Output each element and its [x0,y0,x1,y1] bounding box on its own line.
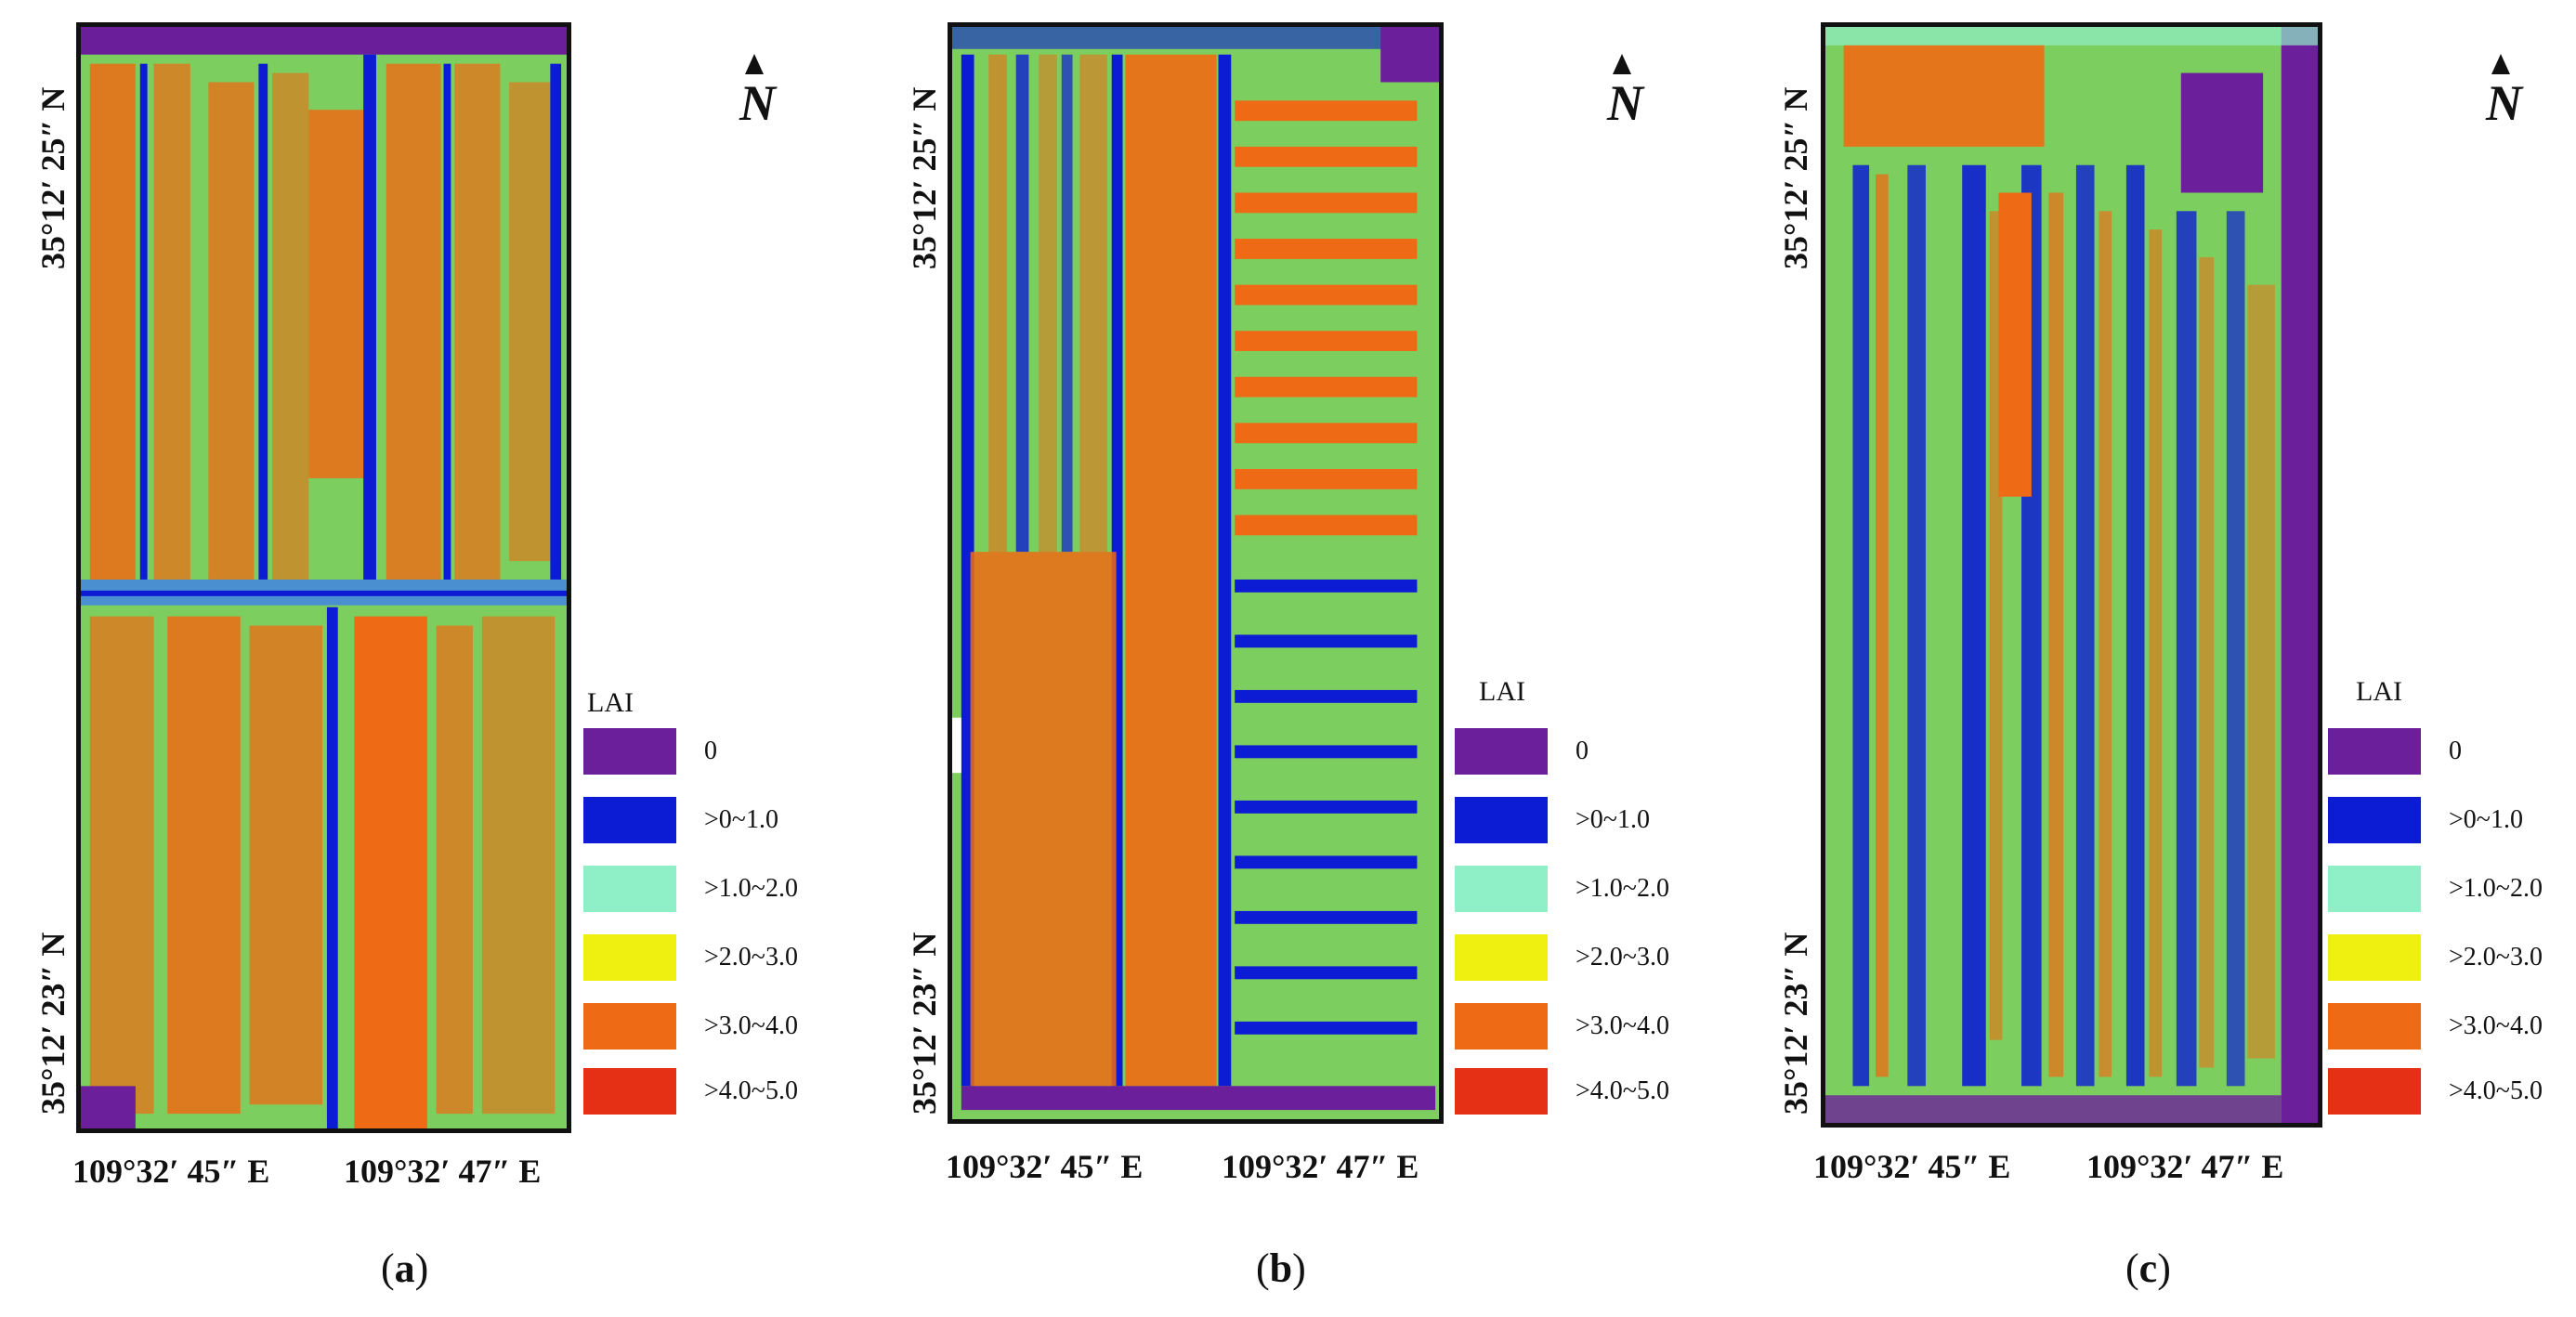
legend-swatch [583,934,676,981]
legend-label: >2.0~3.0 [704,943,798,971]
legend-swatch [1455,866,1548,912]
longitude-label-right: 109°32′ 47″ E [344,1153,542,1190]
legend-swatch [2328,728,2421,775]
latitude-label-top: 35°12′ 25″ N [34,86,72,269]
legend-item-2: >1.0~2.0 [2328,866,2543,912]
north-label: N [739,75,776,131]
legend-swatch [2328,797,2421,843]
latitude-label-bottom: 35°12′ 23″ N [906,932,943,1115]
legend-swatch [583,1068,676,1115]
latitude-label-top: 35°12′ 25″ N [1777,86,1814,269]
longitude-label-left: 109°32′ 45″ E [946,1148,1144,1185]
legend-label: >3.0~4.0 [1576,1011,1669,1040]
latitude-label-top: 35°12′ 25″ N [906,86,943,269]
legend-item-4: >3.0~4.0 [583,1003,798,1050]
north-label: N [2486,75,2522,131]
legend-swatch [1455,728,1548,775]
lai-map-c [1821,22,2322,1128]
north-label: N [1607,75,1643,131]
legend-label: >2.0~3.0 [1576,943,1669,971]
legend-item-5: >4.0~5.0 [583,1068,798,1115]
legend-label: 0 [1576,737,1589,765]
legend-label: >0~1.0 [1576,805,1650,834]
longitude-label-left: 109°32′ 45″ E [72,1153,270,1190]
legend-item-2: >1.0~2.0 [1455,866,1669,912]
legend-swatch [583,797,676,843]
caption-a: (a) [381,1245,429,1291]
legend-swatch [1455,1068,1548,1115]
legend-swatch [583,1003,676,1050]
legend-label: >1.0~2.0 [2449,874,2543,903]
legend-label: >4.0~5.0 [2449,1076,2543,1105]
legend-item-1: >0~1.0 [2328,797,2523,843]
legend-title: LAI [2356,676,2402,707]
legend-swatch [1455,1003,1548,1050]
legend-label: >1.0~2.0 [704,874,798,903]
legend-label: >0~1.0 [704,805,778,834]
legend-swatch [2328,934,2421,981]
legend-title: LAI [1479,676,1525,707]
legend-label: 0 [704,737,717,765]
legend-item-1: >0~1.0 [1455,797,1650,843]
latitude-label-bottom: 35°12′ 23″ N [1777,932,1814,1115]
legend-title: LAI [587,687,634,718]
north-arrow-icon: N [1607,54,1643,132]
panel-c: 35°12′ 25″ N 35°12′ 23″ N 109°32′ 45″ E … [1743,0,2576,1317]
longitude-label-right: 109°32′ 47″ E [1222,1148,1419,1185]
legend-item-5: >4.0~5.0 [1455,1068,1669,1115]
legend-label: >1.0~2.0 [1576,874,1669,903]
legend-item-4: >3.0~4.0 [1455,1003,1669,1050]
legend-item-1: >0~1.0 [583,797,778,843]
legend-swatch [583,866,676,912]
longitude-label-left: 109°32′ 45″ E [1813,1148,2011,1185]
legend-item-5: >4.0~5.0 [2328,1068,2543,1115]
legend-swatch [2328,1068,2421,1115]
legend-label: >0~1.0 [2449,805,2523,834]
caption-c: (c) [2125,1245,2171,1291]
legend-label: >4.0~5.0 [704,1076,798,1105]
lai-map-a [76,22,571,1133]
legend-swatch [1455,934,1548,981]
legend-swatch [1455,797,1548,843]
caption-b: (b) [1256,1245,1306,1291]
legend-label: >3.0~4.0 [2449,1011,2543,1040]
legend-item-4: >3.0~4.0 [2328,1003,2543,1050]
legend-swatch [2328,866,2421,912]
legend-item-0: 0 [583,728,717,775]
north-arrow-icon: N [2486,54,2522,132]
legend-item-2: >1.0~2.0 [583,866,798,912]
legend-label: >3.0~4.0 [704,1011,798,1040]
legend-item-0: 0 [1455,728,1589,775]
legend-item-3: >2.0~3.0 [583,934,798,981]
legend-item-0: 0 [2328,728,2462,775]
panel-b: 35°12′ 25″ N 35°12′ 23″ N 109°32′ 45″ E … [873,0,1728,1317]
legend-label: >4.0~5.0 [1576,1076,1669,1105]
legend-label: >2.0~3.0 [2449,943,2543,971]
legend-swatch [583,728,676,775]
north-arrow-icon: N [739,54,776,132]
legend-item-3: >2.0~3.0 [2328,934,2543,981]
legend-label: 0 [2449,737,2462,765]
legend-swatch [2328,1003,2421,1050]
lai-map-b [948,22,1444,1124]
latitude-label-bottom: 35°12′ 23″ N [34,932,72,1115]
longitude-label-right: 109°32′ 47″ E [2086,1148,2284,1185]
panel-a: 35°12′ 25″ N 35°12′ 23″ N 109°32′ 45″ E … [0,0,855,1317]
legend-item-3: >2.0~3.0 [1455,934,1669,981]
